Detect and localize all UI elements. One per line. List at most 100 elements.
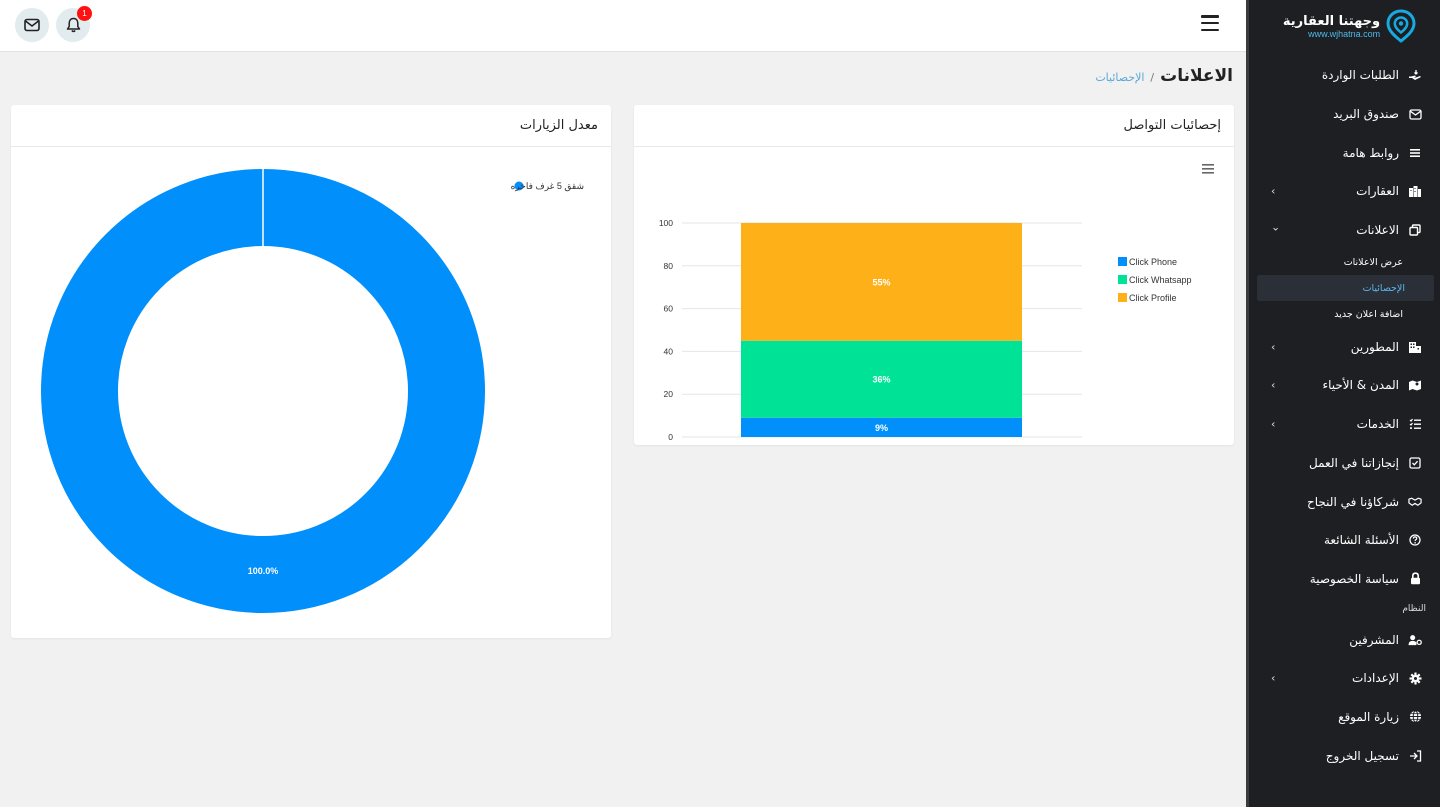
sidebar-subitem[interactable]: الإحصائيات <box>1257 275 1434 302</box>
y-tick-label: 100 <box>659 218 673 228</box>
square-check-icon <box>1408 456 1422 470</box>
visits-card: معدل الزيارات 100.0% شقق 5 غرف فاخره <box>11 105 611 638</box>
chart-menu-icon[interactable] <box>1202 164 1214 174</box>
sidebar-item-gear[interactable]: ‹ الإعدادات <box>1249 659 1440 698</box>
breadcrumb-separator: / <box>1150 71 1155 84</box>
list-check-icon <box>1408 417 1422 431</box>
y-tick-label: 0 <box>668 432 673 442</box>
sidebar-menu: الطلبات الواردة صندوق البريد روابط هامة ‹ ال… <box>1249 52 1440 775</box>
sidebar-subitem[interactable]: اضافة اعلان جديد <box>1334 308 1403 320</box>
donut-data-label: 100.0% <box>248 566 279 576</box>
sidebar-subitem[interactable]: عرض الاعلانات <box>1343 256 1403 268</box>
pie-legend-marker <box>514 181 524 191</box>
office-icon <box>1408 340 1422 354</box>
gear-icon <box>1408 671 1422 685</box>
legend-label[interactable]: Click Phone <box>1129 257 1177 267</box>
pie-legend: شقق 5 غرف فاخره <box>511 181 584 192</box>
notification-badge: 1 <box>77 6 92 21</box>
globe-icon <box>1408 710 1422 724</box>
sidebar-item-question-circle[interactable]: الأسئلة الشائعة <box>1249 521 1440 560</box>
bar-data-label: 55% <box>872 277 890 287</box>
sidebar-item-label: المشرفين <box>1349 632 1399 647</box>
envelope-icon <box>24 18 40 32</box>
envelope-icon <box>1408 107 1422 121</box>
sidebar-item-globe[interactable]: زيارة الموقع <box>1249 698 1440 737</box>
sidebar-item-label: زيارة الموقع <box>1338 709 1399 724</box>
sidebar-item-label: الخدمات <box>1356 417 1399 432</box>
legend-marker <box>1118 257 1127 266</box>
sidebar-item-envelope[interactable]: صندوق البريد <box>1249 95 1440 134</box>
sidebar-item-hand-inbox[interactable]: الطلبات الواردة <box>1249 56 1440 95</box>
user-gear-icon <box>1408 633 1422 647</box>
legend-marker <box>1118 275 1127 284</box>
sidebar-item-window-restore[interactable]: ⌄ الاعلانات <box>1249 211 1440 250</box>
window-restore-icon <box>1408 223 1422 237</box>
page-title: الاعلانات <box>1160 66 1233 86</box>
legend-marker <box>1118 293 1127 302</box>
sidebar-item-label: الطلبات الواردة <box>1321 68 1399 83</box>
y-tick-label: 60 <box>664 304 674 314</box>
brand-name: وجهتنا العقارية <box>1282 13 1381 29</box>
y-tick-label: 20 <box>664 389 674 399</box>
donut-slice[interactable] <box>41 169 485 613</box>
visits-chart: 100.0% شقق 5 غرف فاخره <box>41 169 584 613</box>
sidebar-item-handshake[interactable]: شركاؤنا في النجاح <box>1249 482 1440 521</box>
question-circle-icon <box>1408 533 1422 547</box>
sidebar-item-list[interactable]: روابط هامة <box>1249 133 1440 172</box>
sidebar-item-office[interactable]: ‹ المطورين <box>1249 327 1440 366</box>
bar-data-label: 36% <box>872 375 890 385</box>
bar-segment[interactable] <box>741 223 1022 341</box>
sidebar-item-label: شركاؤنا في النجاح <box>1307 494 1399 509</box>
lock-icon <box>1408 572 1422 586</box>
handshake-icon <box>1408 495 1422 509</box>
sidebar-item-label: إنجازاتنا في العمل <box>1309 455 1399 470</box>
notifications-button[interactable]: 1 <box>56 6 92 42</box>
buildings-icon <box>1408 184 1422 198</box>
sidebar-item-square-check[interactable]: إنجازاتنا في العمل <box>1249 444 1440 483</box>
chevron-left-icon: ‹ <box>1271 184 1276 198</box>
sidebar-item-buildings[interactable]: ‹ العقارات <box>1249 172 1440 211</box>
sidebar-item-lock[interactable]: سياسة الخصوصية <box>1249 560 1440 599</box>
y-tick-label: 40 <box>664 346 674 356</box>
sidebar-item-label: روابط هامة <box>1342 145 1399 160</box>
sidebar-item-list-check[interactable]: ‹ الخدمات <box>1249 405 1440 444</box>
bar-segment[interactable] <box>741 340 1022 418</box>
visits-title: معدل الزيارات <box>11 105 611 147</box>
chevron-left-icon: ‹ <box>1271 671 1276 685</box>
contact-stats-title: إحصائيات التواصل <box>634 105 1234 147</box>
sidebar-item-label: المطورين <box>1350 339 1399 354</box>
menu-toggle-icon[interactable] <box>1201 15 1219 31</box>
sidebar-item-sign-out[interactable]: تسجيل الخروج <box>1249 736 1440 775</box>
map-icon <box>1408 378 1422 392</box>
bar-segment[interactable] <box>741 417 1022 437</box>
sidebar-item-label: الأسئلة الشائعة <box>1324 533 1399 548</box>
sidebar-item-label: تسجيل الخروج <box>1325 748 1399 763</box>
list-icon <box>1408 146 1422 160</box>
chevron-left-icon: ‹ <box>1271 417 1276 431</box>
pie-legend-label: شقق 5 غرف فاخره <box>511 181 584 192</box>
breadcrumb: الاعلانات / الإحصائيات <box>1095 66 1233 86</box>
sidebar-item-label: سياسة الخصوصية <box>1309 571 1399 586</box>
sidebar: وجهتنا العقارية www.wjhatna.com الطلبات … <box>1246 0 1440 807</box>
messages-button[interactable] <box>15 8 49 42</box>
hand-inbox-icon <box>1408 68 1422 82</box>
sidebar-item-map[interactable]: ‹ المدن & الأحياء <box>1249 366 1440 405</box>
bell-icon <box>66 17 80 33</box>
y-tick-label: 80 <box>664 261 674 271</box>
brand[interactable]: وجهتنا العقارية www.wjhatna.com <box>1249 0 1440 52</box>
chevron-left-icon: ‹ <box>1271 378 1276 392</box>
sidebar-item-user-gear[interactable]: المشرفين <box>1249 620 1440 659</box>
sidebar-item-label: الإعدادات <box>1352 671 1399 686</box>
sidebar-item-label: العقارات <box>1356 184 1399 199</box>
breadcrumb-current[interactable]: الإحصائيات <box>1095 71 1145 84</box>
legend-label[interactable]: Click Profile <box>1129 293 1177 303</box>
bar-data-label: 9% <box>875 423 888 433</box>
brand-text: وجهتنا العقارية www.wjhatna.com <box>1283 14 1380 39</box>
top-bar: 1 <box>0 0 1246 52</box>
sidebar-item-label: صندوق البريد <box>1333 107 1399 122</box>
chevron-left-icon: ‹ <box>1271 340 1276 354</box>
legend-label[interactable]: Click Whatsapp <box>1129 275 1192 285</box>
logo-icon <box>1386 9 1416 43</box>
